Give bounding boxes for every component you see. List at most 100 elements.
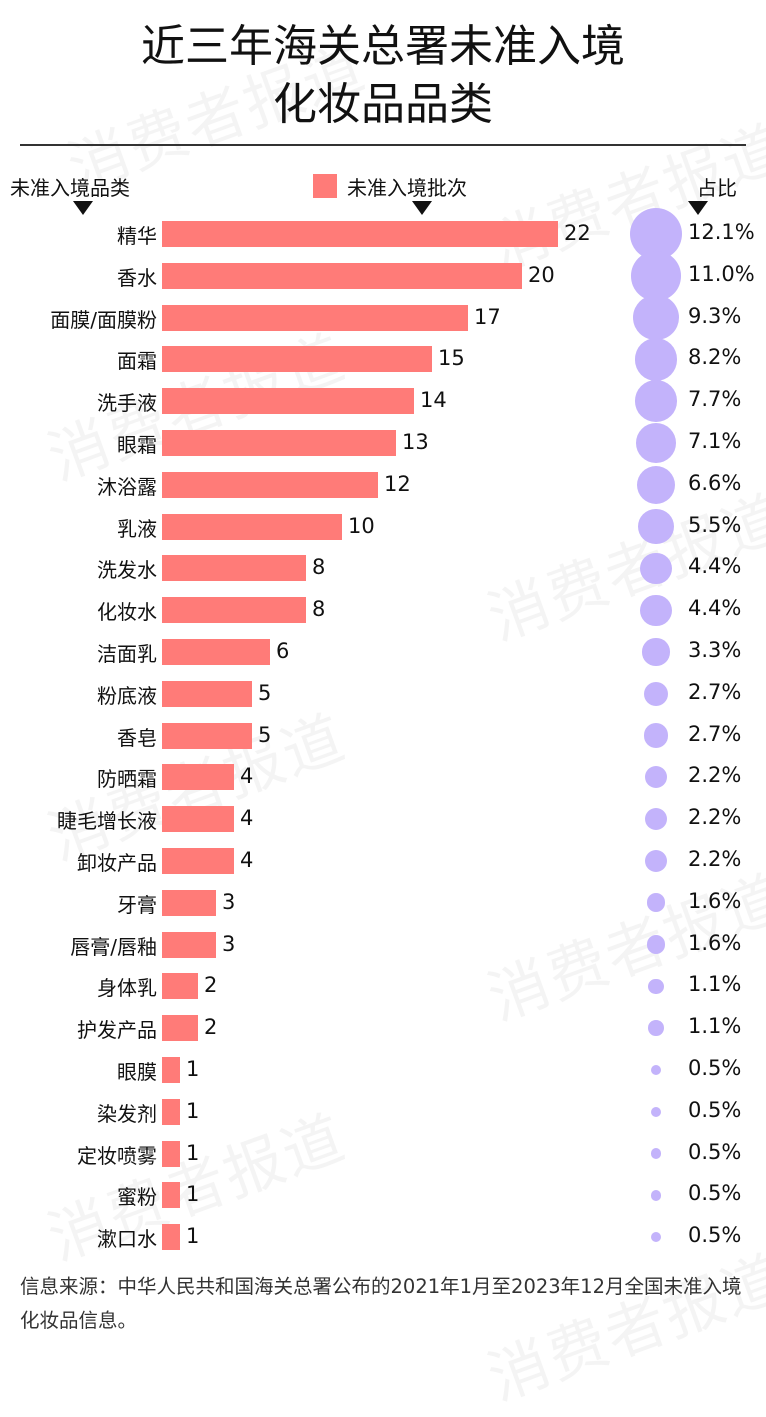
batch-value: 3	[222, 931, 236, 956]
batch-value: 2	[204, 973, 218, 998]
bar-row: 香皂 5 2.7%	[0, 715, 766, 757]
bar-row: 精华 22 12.1%	[0, 213, 766, 255]
batch-value: 4	[240, 848, 254, 872]
share-value: 0.5%	[688, 1139, 742, 1164]
bar-row: 香水 20 11.0%	[0, 255, 766, 297]
share-bubble	[644, 808, 668, 831]
batch-value: 15	[438, 346, 465, 371]
category-label: 乳液	[117, 516, 157, 541]
batch-value: 1	[186, 1098, 200, 1123]
share-bubble	[636, 423, 676, 463]
share-value: 9.3%	[688, 303, 742, 328]
batch-value: 5	[258, 680, 272, 705]
category-label: 香水	[117, 265, 157, 290]
category-label: 防晒霜	[97, 767, 157, 792]
bar-row: 卸妆产品 4 2.2%	[0, 840, 766, 882]
share-value: 7.7%	[688, 387, 742, 412]
batch-value: 8	[312, 555, 326, 580]
batch-bar	[162, 722, 252, 749]
bar-row: 蜜粉 1 0.5%	[0, 1174, 766, 1216]
category-label: 眼霜	[117, 433, 157, 457]
title-divider	[20, 144, 746, 146]
category-label: 精华	[117, 224, 157, 248]
share-value: 2.7%	[688, 721, 742, 746]
share-bubble	[640, 552, 672, 585]
category-label: 洗发水	[97, 558, 157, 583]
title-line-2: 化妆品品类	[273, 79, 493, 130]
bar-row: 身体乳 2 1.1%	[0, 965, 766, 1007]
share-value: 1.1%	[688, 1014, 742, 1039]
share-value: 4.4%	[688, 554, 742, 579]
share-arrow-icon	[688, 201, 708, 215]
category-label: 化妆水	[97, 600, 157, 625]
bar-row: 染发剂 1 0.5%	[0, 1091, 766, 1133]
bar-row: 洁面乳 6 3.3%	[0, 631, 766, 673]
batch-bar	[162, 806, 234, 833]
batch-bar	[162, 889, 216, 916]
batch-value: 8	[312, 597, 326, 622]
category-label: 染发剂	[97, 1101, 157, 1126]
share-value: 0.5%	[688, 1223, 742, 1248]
batch-value: 14	[420, 388, 447, 413]
batch-value: 6	[276, 639, 290, 663]
category-label: 定妆喷雾	[77, 1143, 157, 1168]
batch-bar	[162, 931, 216, 958]
category-header: 未准入境品类	[10, 176, 130, 200]
batch-bar	[162, 221, 558, 247]
share-bubble	[646, 935, 666, 955]
batch-value: 1	[186, 1057, 200, 1081]
share-value: 8.2%	[688, 345, 742, 370]
share-bubble	[644, 849, 668, 873]
bar-row: 漱口水 1 0.5%	[0, 1216, 766, 1258]
category-label: 洁面乳	[97, 642, 157, 666]
share-bubble	[643, 681, 669, 707]
bar-row: 乳液 10 5.5%	[0, 506, 766, 548]
batch-value: 13	[402, 430, 429, 454]
batch-bar	[162, 430, 396, 456]
category-label: 香皂	[117, 725, 157, 750]
category-label: 卸妆产品	[77, 851, 157, 875]
share-bubble	[635, 380, 677, 422]
share-bubble	[642, 638, 670, 666]
batch-value: 5	[258, 722, 272, 747]
share-value: 2.2%	[688, 805, 742, 830]
category-label: 漱口水	[97, 1227, 157, 1252]
category-label: 粉底液	[97, 683, 157, 708]
bar-row: 护发产品 2 1.1%	[0, 1007, 766, 1049]
category-arrow-icon	[73, 201, 93, 215]
batch-value: 1	[186, 1224, 200, 1249]
share-bubble	[646, 893, 666, 913]
batch-bar	[162, 513, 342, 540]
share-bubble	[644, 766, 668, 789]
share-bubble	[634, 337, 678, 381]
batch-value: 4	[240, 764, 254, 789]
batch-bar	[162, 973, 198, 1000]
batch-bar	[162, 1224, 180, 1251]
share-value: 5.5%	[688, 512, 742, 537]
share-value: 1.1%	[688, 972, 742, 997]
bar-row: 粉底液 5 2.7%	[0, 673, 766, 715]
bar-row: 唇膏/唇釉 3 1.6%	[0, 924, 766, 966]
category-label: 睫毛增长液	[57, 809, 157, 834]
batch-value: 1	[186, 1140, 200, 1165]
bar-row: 沐浴露 12 6.6%	[0, 464, 766, 506]
share-bubble	[633, 294, 679, 341]
share-value: 12.1%	[688, 220, 755, 244]
share-bubble	[640, 594, 672, 626]
category-label: 面霜	[117, 349, 157, 374]
share-value: 1.6%	[688, 930, 742, 955]
category-label: 牙膏	[117, 892, 157, 917]
category-label: 洗手液	[97, 391, 157, 416]
share-bubble	[650, 1106, 662, 1118]
bar-row: 洗发水 8 4.4%	[0, 547, 766, 589]
share-value: 3.3%	[688, 638, 742, 662]
batch-bar	[162, 680, 252, 707]
share-value: 7.1%	[688, 429, 742, 453]
category-label: 护发产品	[77, 1018, 157, 1043]
bar-row: 化妆水 8 4.4%	[0, 589, 766, 631]
share-bubble	[631, 251, 681, 301]
share-value: 0.5%	[688, 1181, 742, 1206]
category-label: 蜜粉	[117, 1185, 157, 1210]
share-value: 1.6%	[688, 888, 742, 913]
batch-bar	[162, 848, 234, 874]
